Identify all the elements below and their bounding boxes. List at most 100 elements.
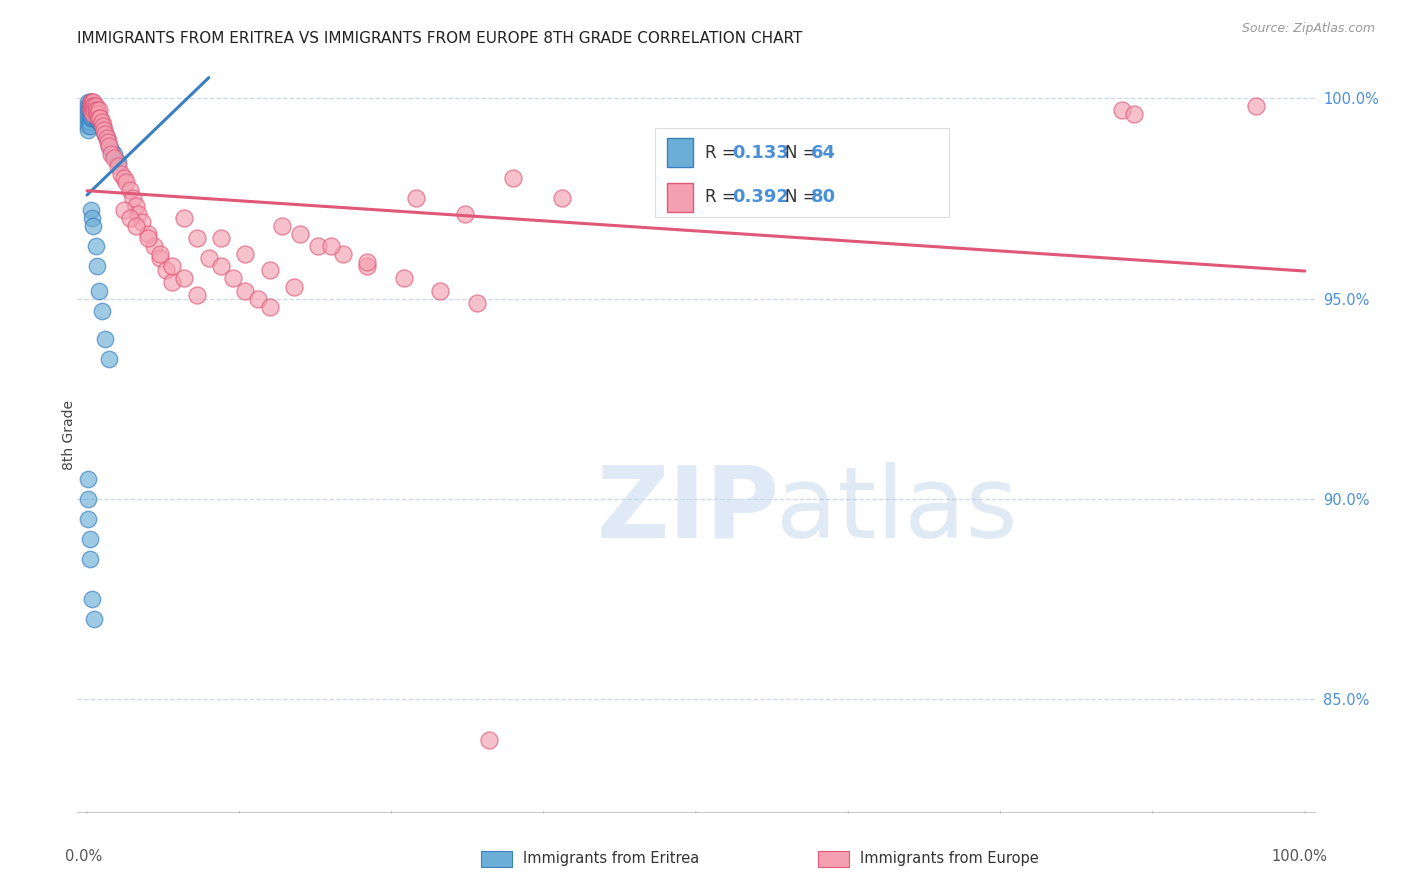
Point — [122, 191, 145, 205]
Point — [107, 155, 129, 169]
Point — [79, 119, 101, 133]
Text: 0.392: 0.392 — [731, 188, 789, 206]
Point — [80, 99, 103, 113]
Point — [90, 119, 112, 133]
Point — [222, 271, 245, 285]
Point — [94, 127, 117, 141]
Text: 0.133: 0.133 — [731, 144, 789, 161]
Point — [209, 260, 232, 274]
Text: R =: R = — [706, 188, 741, 206]
Point — [136, 227, 159, 242]
Point — [86, 111, 108, 125]
Point — [77, 103, 100, 117]
Point — [149, 247, 172, 261]
Point — [155, 263, 177, 277]
Point — [77, 107, 100, 121]
Point — [307, 239, 329, 253]
Text: R =: R = — [706, 144, 741, 161]
Point — [89, 115, 111, 129]
Point — [551, 191, 574, 205]
Point — [143, 239, 166, 253]
Point — [405, 191, 427, 205]
Point — [84, 107, 107, 121]
Point — [77, 115, 100, 129]
Point — [90, 303, 112, 318]
Point — [80, 99, 103, 113]
Point — [80, 592, 103, 607]
Point — [1244, 99, 1267, 113]
Point — [332, 247, 354, 261]
Point — [79, 111, 101, 125]
Text: Immigrants from Europe: Immigrants from Europe — [860, 851, 1039, 865]
Point — [235, 247, 257, 261]
Point — [82, 99, 104, 113]
Point — [89, 115, 111, 129]
Point — [98, 139, 121, 153]
Point — [118, 211, 141, 226]
Text: 0.0%: 0.0% — [65, 849, 103, 864]
Point — [80, 95, 103, 109]
Point — [107, 159, 129, 173]
Point — [87, 107, 110, 121]
Point — [131, 215, 153, 229]
Text: 64: 64 — [811, 144, 837, 161]
Point — [118, 183, 141, 197]
Point — [80, 203, 103, 218]
Point — [89, 284, 111, 298]
Point — [235, 284, 257, 298]
Point — [429, 284, 451, 298]
Point — [91, 119, 114, 133]
Point — [86, 107, 108, 121]
Point — [125, 219, 148, 234]
Point — [80, 103, 103, 117]
Point — [198, 252, 221, 266]
Point — [186, 287, 208, 301]
Point — [283, 279, 305, 293]
Y-axis label: 8th Grade: 8th Grade — [62, 400, 76, 470]
Point — [80, 107, 103, 121]
Point — [96, 131, 118, 145]
Point — [82, 99, 104, 113]
Point — [87, 111, 110, 125]
Point — [125, 199, 148, 213]
Point — [80, 111, 103, 125]
Point — [1123, 107, 1146, 121]
Point — [79, 99, 101, 113]
Point — [82, 219, 104, 234]
Point — [162, 260, 184, 274]
Point — [89, 103, 111, 117]
Point — [86, 260, 108, 274]
Point — [77, 119, 100, 133]
Point — [79, 115, 101, 129]
Point — [319, 239, 342, 253]
Point — [290, 227, 312, 242]
Text: IMMIGRANTS FROM ERITREA VS IMMIGRANTS FROM EUROPE 8TH GRADE CORRELATION CHART: IMMIGRANTS FROM ERITREA VS IMMIGRANTS FR… — [77, 31, 803, 46]
Point — [80, 107, 103, 121]
Point — [86, 103, 108, 117]
Point — [77, 512, 100, 526]
Text: Source: ZipAtlas.com: Source: ZipAtlas.com — [1241, 22, 1375, 36]
Point — [89, 111, 111, 125]
Point — [112, 203, 135, 218]
Point — [453, 207, 475, 221]
Point — [77, 95, 100, 109]
Point — [87, 107, 110, 121]
Point — [97, 135, 120, 149]
Text: 80: 80 — [811, 188, 837, 206]
Point — [1111, 103, 1133, 117]
Point — [98, 139, 121, 153]
Point — [80, 211, 103, 226]
Point — [79, 107, 101, 121]
Point — [77, 472, 100, 486]
Point — [79, 552, 101, 566]
Point — [79, 532, 101, 546]
Point — [259, 300, 281, 314]
Point — [100, 147, 122, 161]
Point — [79, 95, 101, 109]
Point — [98, 351, 121, 366]
Point — [77, 99, 100, 113]
Point — [162, 276, 184, 290]
Point — [80, 99, 103, 113]
Point — [84, 111, 107, 125]
Point — [149, 252, 172, 266]
